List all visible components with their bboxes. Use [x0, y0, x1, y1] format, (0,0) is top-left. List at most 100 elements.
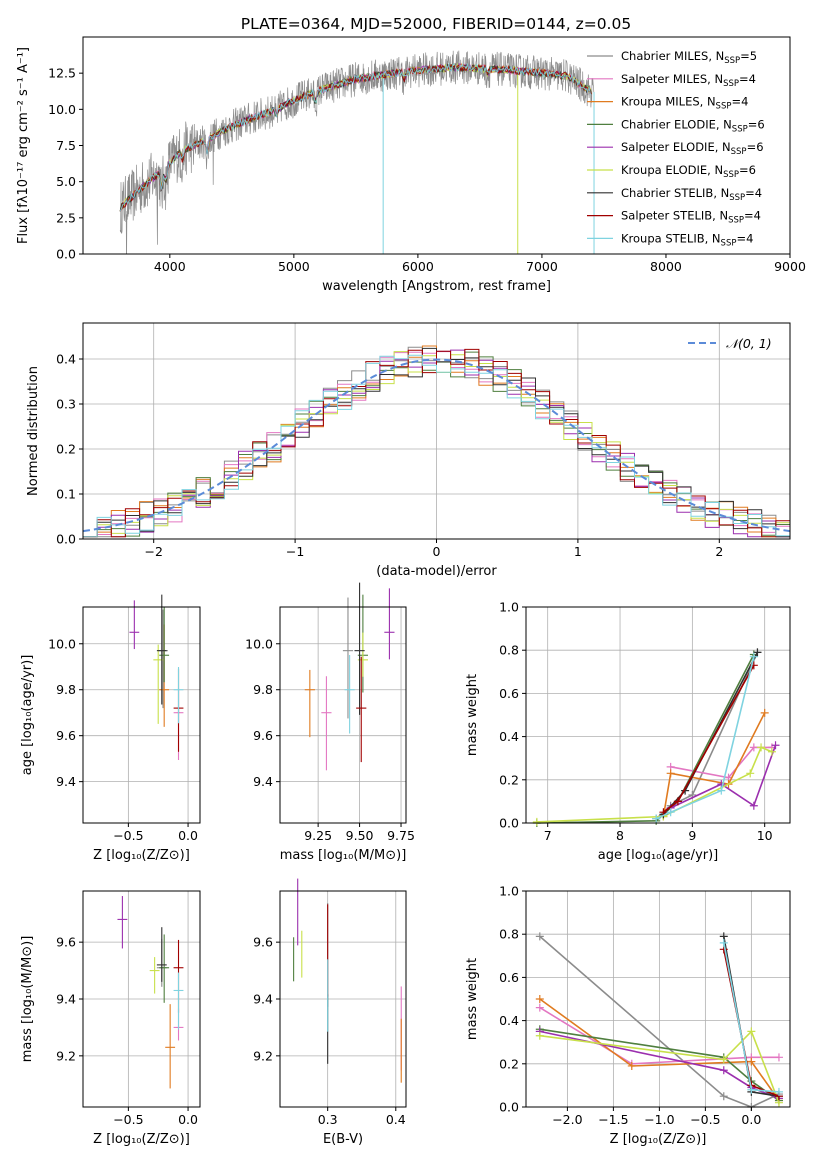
y-axis-label: mass weight [465, 674, 480, 756]
y-tick-label: 0.6 [499, 686, 519, 701]
weight-marker-kroupa_elodie [535, 1031, 544, 1040]
legend-entry: Chabrier ELODIE, NSSP=6 [621, 117, 765, 134]
y-tick-label: 9.6 [253, 935, 273, 950]
y-tick-label: 0.2 [499, 1056, 519, 1071]
y-axis-label: Normed distribution [26, 366, 41, 496]
x-axis-label: Z [log₁₀(Z/Z⊙)] [610, 1132, 707, 1147]
x-tick-label: −0.5 [113, 1112, 143, 1127]
plot-content [82, 345, 791, 538]
plot-content [119, 50, 595, 254]
y-tick-label: 0.4 [499, 1013, 519, 1028]
metallicity-age-chart: −0.5 0.0 9.4 9.6 9.8 10.0 Z [log₁₀(Z/Z⊙)] age [… [20, 594, 201, 863]
weight-marker-kroupa_stelib [719, 938, 728, 947]
model-spectrum-kroupa_stelib [119, 62, 592, 212]
histogram-salpeter_stelib [83, 348, 790, 538]
age-massweight-chart: 7 8 9 10 0.0 0.2 0.4 0.6 0.8 1.0 age [log₁₀(age/yr… [465, 600, 791, 863]
weight-marker-kroupa_miles [627, 1061, 636, 1070]
y-tick-label: 9.2 [253, 1048, 273, 1063]
x-tick-label: −2.0 [552, 1112, 582, 1127]
weight-line-kroupa_elodie [536, 746, 773, 823]
axes-frame [525, 606, 791, 824]
plot-content [304, 582, 395, 771]
y-tick-label: 9.6 [56, 728, 76, 743]
x-axis-label: wavelength [Angstrom, rest frame] [322, 279, 551, 294]
y-tick-label: 1.0 [499, 884, 519, 899]
plot-content [532, 648, 780, 827]
y-tick-label: 0.2 [499, 772, 519, 787]
y-tick-label: 0.0 [56, 247, 76, 262]
legend-entry: Salpeter MILES, NSSP=4 [621, 72, 756, 89]
x-tick-label: 7 [544, 828, 552, 843]
weight-marker-kroupa_elodie [719, 1055, 728, 1064]
ebv-mass-chart: 0.3 0.4 9.2 9.4 9.6 E(B-V) [253, 878, 407, 1147]
weight-marker-kroupa_stelib [652, 814, 661, 823]
residual-histogram-chart: −2 −1 0 1 2 0.0 0.1 0.2 0.3 0.4 (data-model)/error… [26, 322, 791, 579]
y-tick-label: 12.5 [48, 66, 76, 81]
axes-decoration: 4000 5000 6000 7000 8000 9000 0.0 2.5 5.0 7.5 10.0… [16, 36, 806, 294]
y-tick-label: 9.6 [253, 728, 273, 743]
y-tick-label: 0.0 [499, 816, 519, 831]
x-tick-label: −0.5 [690, 1112, 720, 1127]
y-tick-label: 0.2 [56, 442, 76, 457]
figure-title: PLATE=0364, MJD=52000, FIBERID=0144, z=0… [241, 15, 631, 33]
y-tick-label: 2.5 [56, 210, 76, 225]
axes-frame [525, 890, 791, 1108]
legend-entry: Salpeter STELIB, NSSP=4 [621, 209, 761, 226]
histogram-kroupa_stelib [83, 354, 790, 538]
x-tick-label: 4000 [154, 259, 186, 274]
weight-marker-salpeter_miles [535, 1003, 544, 1012]
x-axis-label: (data-model)/error [376, 564, 497, 579]
weight-marker-chabrier_miles [719, 1092, 728, 1101]
y-tick-label: 7.5 [56, 138, 76, 153]
legend-entry: Chabrier MILES, NSSP=5 [621, 49, 757, 66]
x-axis-label: Z [log₁₀(Z/Z⊙)] [93, 1132, 190, 1147]
plot-content [129, 594, 184, 760]
weight-marker-kroupa_stelib [747, 1085, 756, 1094]
weight-line-salpeter_miles [670, 746, 772, 779]
weight-marker-salpeter_miles [774, 1053, 783, 1062]
y-tick-label: 9.4 [56, 774, 76, 789]
spectrum-legend: Chabrier MILES, NSSP=5 Salpeter MILES, NS… [587, 49, 765, 248]
x-tick-label: 9.25 [304, 828, 332, 843]
x-tick-label: 8000 [650, 259, 682, 274]
weight-marker-chabrier_miles [535, 932, 544, 941]
observed-spectrum-line [119, 50, 595, 254]
weight-marker-kroupa_stelib [666, 808, 675, 817]
axes-decoration: −0.5 0.0 9.2 9.4 9.6 Z [log₁₀(Z/Z⊙)] mass [log… [20, 890, 201, 1147]
y-tick-label: 0.8 [499, 927, 519, 942]
x-tick-label: −1 [286, 544, 304, 559]
weight-marker-kroupa_stelib [749, 652, 758, 661]
y-tick-label: 9.4 [253, 992, 273, 1007]
x-tick-label: 2 [715, 544, 723, 559]
mass-age-chart: 9.25 9.50 9.75 9.4 9.6 9.8 10.0 mass [log₁₀(M/M… [245, 582, 415, 863]
x-axis-label: mass [log₁₀(M/M⊙)] [280, 848, 407, 863]
y-tick-label: 0.4 [499, 729, 519, 744]
x-tick-label: 0.0 [178, 1112, 198, 1127]
weight-marker-kroupa_elodie [747, 1027, 756, 1036]
weight-line-kroupa_miles [662, 712, 766, 817]
x-tick-label: 9.50 [346, 828, 374, 843]
legend-entry: Kroupa STELIB, NSSP=4 [621, 231, 753, 248]
weight-marker-kroupa_stelib [774, 1087, 783, 1096]
y-tick-label: 10.0 [48, 636, 76, 651]
weight-marker-kroupa_elodie [757, 743, 766, 752]
x-tick-label: −1.5 [598, 1112, 628, 1127]
x-tick-label: 9.75 [387, 828, 415, 843]
x-tick-label: 7000 [526, 259, 558, 274]
weight-marker-kroupa_miles [535, 995, 544, 1003]
weight-marker-kroupa_miles [666, 769, 675, 778]
x-axis-label: E(B-V) [323, 1132, 363, 1147]
weight-line-salpeter_elodie [670, 744, 777, 809]
weight-marker-kroupa_stelib [717, 786, 726, 795]
y-tick-label: 9.4 [253, 774, 273, 789]
legend-entry: Chabrier STELIB, NSSP=4 [621, 186, 762, 203]
x-tick-label: 0.4 [386, 1112, 406, 1127]
metallicity-massweight-chart: −2.0 −1.5 −1.0 −0.5 0.0 0.0 0.2 0.4 0.6 0.8 1.0 Z [… [465, 884, 791, 1147]
weight-marker-kroupa_elodie [767, 747, 776, 756]
x-tick-label: 5000 [278, 259, 310, 274]
axes-decoration: −2.0 −1.5 −1.0 −0.5 0.0 0.0 0.2 0.4 0.6 0.8 1.0 Z [… [465, 884, 791, 1147]
weight-marker-salpeter_elodie [771, 741, 780, 750]
legend-entry-normal: 𝒩(0, 1) [726, 336, 772, 351]
x-tick-label: 0.0 [741, 1112, 761, 1127]
y-tick-label: 9.6 [56, 935, 76, 950]
